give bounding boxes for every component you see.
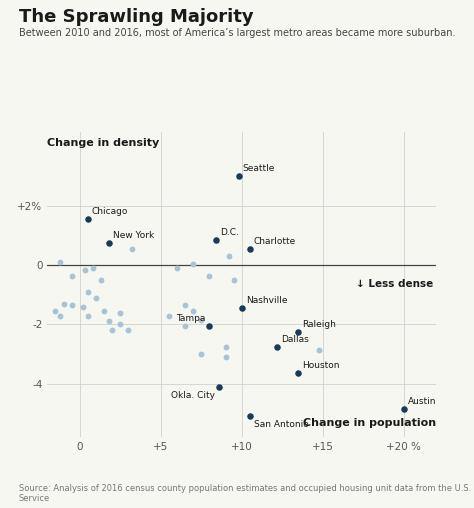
Text: Between 2010 and 2016, most of America’s largest metro areas became more suburba: Between 2010 and 2016, most of America’s… <box>19 28 456 38</box>
Point <box>92 294 100 302</box>
Point <box>105 239 113 247</box>
Point <box>84 311 91 320</box>
Point <box>206 322 213 330</box>
Point <box>109 326 116 334</box>
Text: Dallas: Dallas <box>282 335 309 344</box>
Point <box>89 264 97 272</box>
Point <box>56 258 64 266</box>
Point <box>181 322 189 330</box>
Text: Raleigh: Raleigh <box>302 320 337 329</box>
Point <box>316 345 323 354</box>
Point <box>181 301 189 309</box>
Point <box>189 307 197 315</box>
Text: Change in density: Change in density <box>47 138 160 148</box>
Point <box>225 252 233 261</box>
Point <box>60 300 67 308</box>
Point <box>68 272 75 280</box>
Point <box>295 369 302 377</box>
Point <box>206 272 213 280</box>
Point <box>68 301 75 309</box>
Text: New York: New York <box>113 231 154 240</box>
Point <box>246 245 254 253</box>
Point <box>222 353 229 361</box>
Point <box>198 350 205 358</box>
Point <box>105 318 113 326</box>
Point <box>79 303 87 311</box>
Point <box>273 342 281 351</box>
Point <box>117 321 124 329</box>
Text: Austin: Austin <box>408 397 436 406</box>
Text: Nashville: Nashville <box>246 296 287 305</box>
Text: Source: Analysis of 2016 census county population estimates and occupied housing: Source: Analysis of 2016 census county p… <box>19 484 474 503</box>
Text: Houston: Houston <box>302 361 340 370</box>
Point <box>215 383 223 391</box>
Point <box>295 328 302 336</box>
Text: Change in population: Change in population <box>303 418 436 428</box>
Point <box>128 245 136 253</box>
Text: Okla. City: Okla. City <box>171 391 215 400</box>
Point <box>165 311 173 320</box>
Text: Tampa: Tampa <box>176 314 205 323</box>
Text: The Sprawling Majority: The Sprawling Majority <box>19 8 254 25</box>
Point <box>52 307 59 315</box>
Point <box>400 405 408 413</box>
Point <box>97 276 105 284</box>
Text: Charlotte: Charlotte <box>254 237 296 246</box>
Text: San Antonio: San Antonio <box>254 421 309 429</box>
Text: Seattle: Seattle <box>243 164 275 173</box>
Point <box>117 308 124 316</box>
Text: ↓ Less dense: ↓ Less dense <box>356 278 433 289</box>
Point <box>189 260 197 268</box>
Point <box>238 304 246 312</box>
Point <box>84 288 91 296</box>
Point <box>212 236 219 244</box>
Point <box>100 307 108 315</box>
Point <box>125 326 132 334</box>
Text: D.C.: D.C. <box>220 228 239 237</box>
Point <box>222 342 229 351</box>
Text: Chicago: Chicago <box>92 207 128 216</box>
Point <box>173 264 181 272</box>
Point <box>81 266 89 274</box>
Point <box>246 412 254 420</box>
Point <box>84 215 91 224</box>
Point <box>198 316 205 324</box>
Point <box>235 172 242 180</box>
Point <box>230 276 237 284</box>
Point <box>56 311 64 320</box>
